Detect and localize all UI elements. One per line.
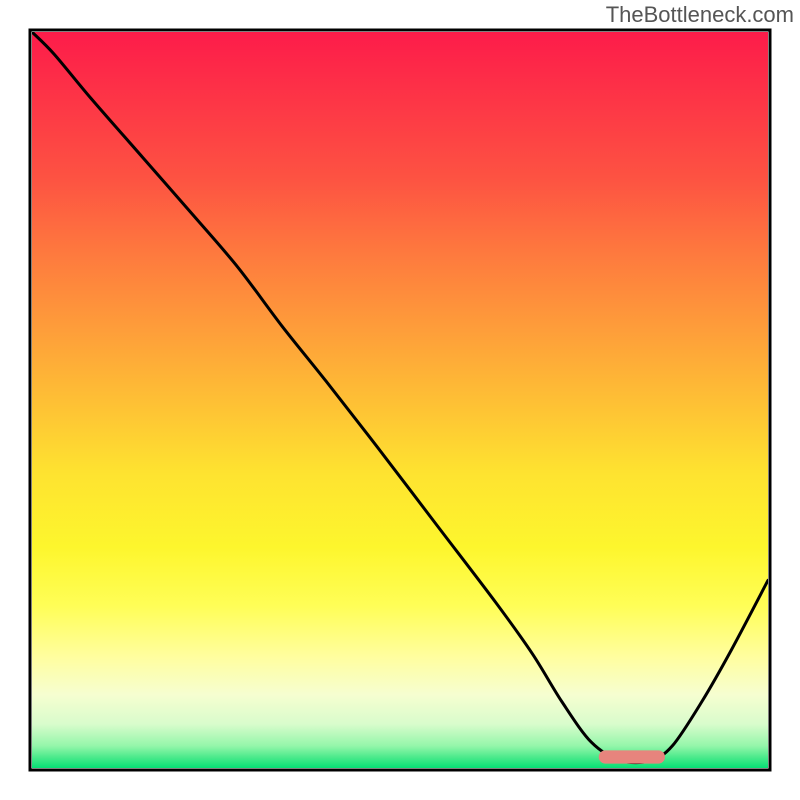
bottleneck-chart bbox=[0, 0, 800, 800]
optimal-marker bbox=[599, 750, 665, 763]
chart-container: TheBottleneck.com bbox=[0, 0, 800, 800]
gradient-background bbox=[32, 32, 768, 768]
attribution-text: TheBottleneck.com bbox=[606, 2, 794, 28]
